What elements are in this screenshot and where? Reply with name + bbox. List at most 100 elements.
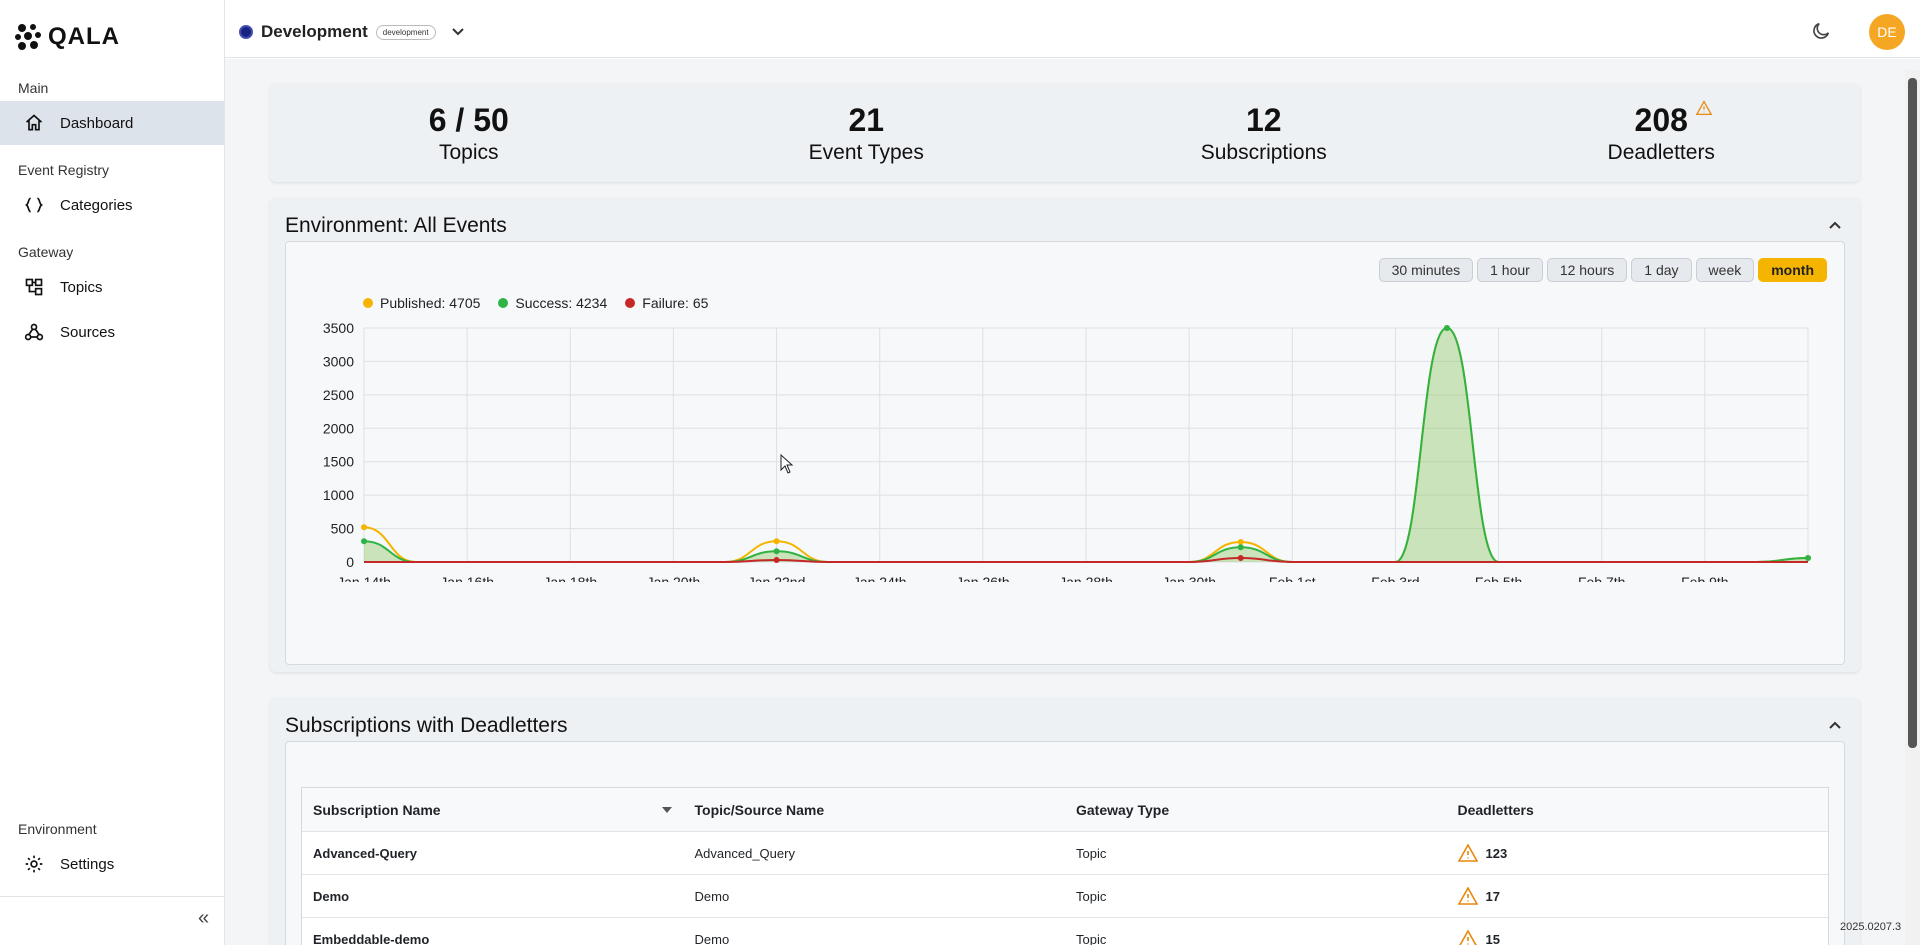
deadletters-panel-title: Subscriptions with Deadletters [285, 714, 568, 737]
sidebar-item-label: Topics [60, 278, 103, 296]
range-12-hours-button[interactable]: 12 hours [1546, 258, 1628, 282]
environment-selector[interactable]: Development development [239, 22, 464, 42]
deadletters-card: Subscription Name Topic/Source Name Gate… [285, 741, 1845, 945]
table-row[interactable]: Demo Demo Topic 17 [302, 875, 1828, 918]
data-point-failure [773, 556, 780, 563]
stat-deadletters: 208 Deadletters [1463, 84, 1861, 182]
stat-event-types: 21 Event Types [668, 84, 1066, 182]
y-tick-label: 3500 [323, 322, 354, 336]
environment-dot-icon [239, 25, 253, 39]
page-scrollbar[interactable] [1905, 70, 1920, 945]
sidebar-item-topics[interactable]: Topics [0, 265, 224, 309]
column-gateway-type[interactable]: Gateway Type [1076, 801, 1170, 818]
brand-name: QALA [48, 23, 120, 50]
range-week-button[interactable]: week [1695, 258, 1755, 282]
qala-logo[interactable]: QALA [14, 22, 120, 52]
legend-failure[interactable]: Failure: 65 [625, 295, 708, 311]
subscription-name-cell: Embeddable-demo [313, 931, 430, 945]
gateway-type-cell: Topic [1076, 931, 1107, 945]
gateway-type-cell: Topic [1076, 888, 1107, 904]
range-1-day-button[interactable]: 1 day [1631, 258, 1692, 282]
data-point-published [361, 524, 367, 531]
collapse-sidebar-button[interactable]: « [198, 907, 210, 929]
x-tick-label: Feb 7th [1578, 574, 1625, 582]
chart-legend: Published: 4705 Success: 4234 Failure: 6… [363, 295, 708, 311]
home-icon [25, 114, 43, 131]
warning-icon [1695, 99, 1712, 115]
avatar[interactable]: DE [1869, 14, 1905, 50]
deadletter-count: 15 [1485, 931, 1500, 945]
dark-mode-toggle-icon[interactable] [1810, 20, 1832, 42]
scrollbar-thumb[interactable] [1908, 78, 1917, 748]
column-deadletters[interactable]: Deadletters [1457, 801, 1534, 818]
section-event-registry: Event Registry [18, 162, 110, 178]
sidebar-item-label: Categories [60, 196, 133, 214]
gear-icon [25, 855, 43, 873]
deadletters-panel: Subscriptions with Deadletters Subscript… [270, 698, 1860, 945]
column-topic-source-name[interactable]: Topic/Source Name [694, 801, 825, 818]
table-row[interactable]: Embeddable-demo Demo Topic 15 [302, 918, 1828, 945]
sidebar-item-label: Dashboard [60, 114, 134, 132]
stat-value: 12 [1245, 101, 1282, 138]
sidebar-item-categories[interactable]: Categories [0, 183, 224, 227]
stat-label: Deadletters [1607, 140, 1715, 164]
y-tick-label: 2500 [323, 387, 354, 403]
stat-subscriptions: 12 Subscriptions [1065, 84, 1463, 182]
topics-icon [25, 278, 43, 296]
warning-icon [1457, 844, 1478, 862]
stats-bar: 6 / 50 Topics 21 Event Types 12 Subscrip… [270, 84, 1860, 182]
legend-label: Published: 4705 [380, 295, 481, 311]
webhook-icon [24, 323, 44, 341]
data-point-failure [1237, 554, 1244, 561]
gateway-type-cell: Topic [1076, 845, 1107, 861]
logo-icon [15, 24, 41, 50]
data-point-success [773, 548, 780, 555]
data-point-success [1805, 554, 1811, 561]
events-panel: Environment: All Events 30 minutes 1 hou… [270, 198, 1860, 672]
legend-dot-success [498, 298, 509, 308]
sidebar-divider [0, 896, 224, 897]
table-header: Subscription Name Topic/Source Name Gate… [302, 788, 1828, 832]
sidebar-item-sources[interactable]: Sources [0, 310, 224, 354]
deadletters-cell: 15 [1447, 930, 1829, 945]
legend-label: Success: 4234 [515, 295, 608, 311]
sort-desc-icon[interactable] [661, 806, 672, 813]
x-tick-label: Jan 22nd [748, 574, 806, 582]
table-row[interactable]: Advanced-Query Advanced_Query Topic 123 [302, 832, 1828, 875]
braces-icon [25, 197, 43, 213]
stat-value: 208 [1634, 101, 1688, 138]
events-chart: 0 500 1000 1500 2000 2500 3000 3500 Jan 14th Jan … [323, 322, 1811, 582]
topbar: Development development DE [225, 0, 1920, 58]
column-subscription-name[interactable]: Subscription Name [302, 802, 684, 818]
chevron-up-icon[interactable] [1828, 720, 1842, 730]
range-month-button[interactable]: month [1758, 258, 1827, 282]
version-label: 2025.0207.3 [1840, 921, 1902, 933]
x-tick-label: Feb 5th [1475, 574, 1522, 582]
time-range-group: 30 minutes 1 hour 12 hours 1 day week mo… [1378, 258, 1827, 282]
legend-published[interactable]: Published: 4705 [363, 295, 480, 311]
environment-name: Development [261, 22, 368, 41]
y-tick-label: 1000 [323, 487, 354, 503]
x-tick-label: Jan 24th [853, 574, 907, 582]
range-30-minutes-button[interactable]: 30 minutes [1378, 258, 1474, 282]
mouse-cursor-icon [780, 454, 794, 474]
y-tick-label: 3000 [323, 353, 354, 369]
legend-dot-failure [625, 298, 636, 308]
series-line-success [364, 326, 1809, 563]
legend-success[interactable]: Success: 4234 [498, 295, 607, 311]
sidebar-item-label: Sources [60, 323, 116, 341]
column-label: Subscription Name [313, 801, 441, 818]
y-tick-label: 1500 [323, 454, 354, 470]
x-tick-label: Feb 9th [1681, 574, 1728, 582]
range-1-hour-button[interactable]: 1 hour [1477, 258, 1543, 282]
y-tick-label: 0 [346, 554, 354, 570]
topic-name-cell: Demo [694, 931, 730, 945]
sidebar-item-dashboard[interactable]: Dashboard [0, 101, 224, 145]
sidebar-item-settings[interactable]: Settings [0, 842, 224, 886]
data-point-success [1237, 544, 1244, 551]
x-tick-label: Jan 18th [543, 574, 597, 582]
warning-icon [1457, 887, 1478, 905]
chevron-down-icon [451, 28, 464, 36]
section-main: Main [18, 80, 49, 96]
chevron-up-icon[interactable] [1828, 220, 1842, 230]
